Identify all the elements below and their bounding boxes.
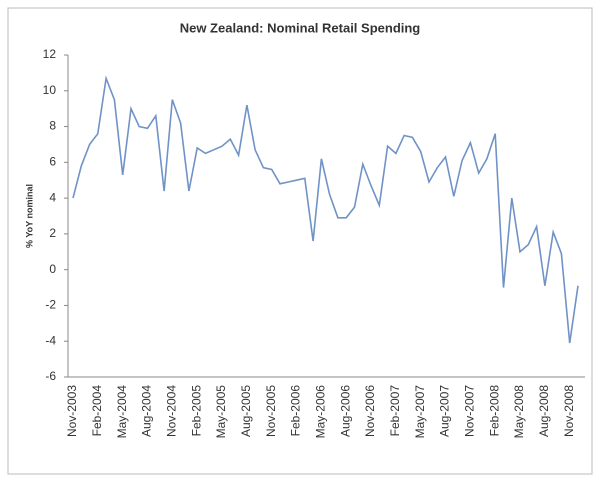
y-axis-title: % YoY nominal [24, 184, 34, 248]
x-tick-label: Nov-2005 [264, 385, 278, 437]
x-tick-label: Feb-2005 [189, 385, 203, 437]
y-tick-label: 10 [43, 83, 57, 97]
x-tick-label: Aug-2007 [438, 385, 452, 437]
y-tick-label: 2 [49, 226, 56, 240]
y-tick-label: 0 [49, 262, 56, 276]
x-tick-label: May-2004 [115, 385, 129, 439]
x-tick-label: Feb-2007 [388, 385, 402, 437]
x-tick-label: Feb-2006 [289, 385, 303, 437]
y-tick-label: 4 [49, 190, 56, 204]
data-line [72, 75, 579, 344]
x-tick-label: Nov-2007 [463, 385, 477, 437]
x-tick-label: Aug-2008 [537, 385, 551, 437]
y-tick-label: -2 [45, 298, 56, 312]
y-tick-label: -4 [45, 333, 56, 347]
x-tick-label: Nov-2008 [562, 385, 576, 437]
x-tick-label: Aug-2004 [140, 385, 154, 437]
x-tick-label: May-2007 [413, 385, 427, 439]
x-tick-label: May-2008 [512, 385, 526, 439]
x-tick-label: Nov-2006 [363, 385, 377, 437]
chart-title: New Zealand: Nominal Retail Spending [180, 20, 421, 35]
x-tick-label: Feb-2004 [90, 385, 104, 437]
x-tick-label: Aug-2006 [338, 385, 352, 437]
x-tick-label: Nov-2004 [165, 385, 179, 437]
x-tick-label: Nov-2003 [65, 385, 79, 437]
x-tick-label: Feb-2008 [487, 385, 501, 437]
y-tick-label: -6 [45, 369, 56, 383]
x-tick-label: May-2005 [214, 385, 228, 439]
y-tick-label: 12 [43, 47, 57, 61]
y-tick-label: 6 [49, 155, 56, 169]
x-tick-label: Aug-2005 [239, 385, 253, 437]
x-tick-label: May-2006 [314, 385, 328, 439]
y-tick-label: 8 [49, 119, 56, 133]
